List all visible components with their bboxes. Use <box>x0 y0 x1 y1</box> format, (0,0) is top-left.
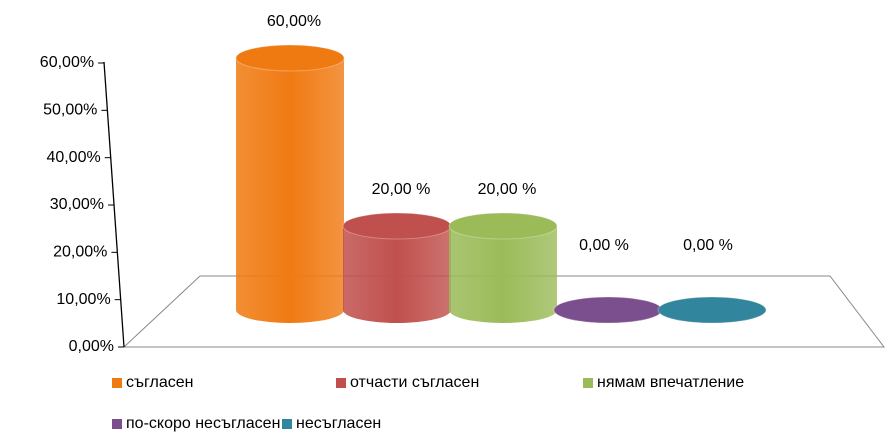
bar-top <box>342 212 452 240</box>
legend-label: несъгласен <box>296 415 381 432</box>
bar <box>342 212 452 323</box>
floor <box>122 275 885 348</box>
value-label: 20,00 % <box>372 181 431 198</box>
legend-label: отчасти съгласен <box>350 374 479 391</box>
legend-label: съгласен <box>126 374 193 391</box>
legend-swatch <box>282 419 292 429</box>
value-label: 0,00 % <box>683 237 733 254</box>
bar-side <box>236 58 344 323</box>
legend-swatch <box>583 378 593 388</box>
value-label: 60,00% <box>267 13 321 30</box>
y-tick-label: 10,00% <box>56 291 110 308</box>
bar-top <box>448 212 558 240</box>
bar <box>235 44 345 323</box>
legend-swatch <box>112 419 122 429</box>
bar <box>448 212 558 323</box>
bar-side <box>343 226 451 323</box>
y-tick-label: 30,00% <box>50 196 104 213</box>
y-tick-label: 40,00% <box>46 149 100 166</box>
legend-label: нямам впечатление <box>597 374 744 391</box>
legend-label: по-скоро несъгласен <box>126 415 280 432</box>
legend-swatch <box>112 378 122 388</box>
bar <box>553 296 663 324</box>
bar-top <box>553 296 663 324</box>
value-label: 20,00 % <box>478 181 537 198</box>
y-tick-label: 60,00% <box>40 54 94 71</box>
y-tick-label: 50,00% <box>43 102 97 119</box>
y-tick-label: 20,00% <box>53 244 107 261</box>
bar-top <box>235 44 345 72</box>
bar-side <box>449 226 557 323</box>
value-label: 0,00 % <box>579 237 629 254</box>
bar <box>657 296 767 324</box>
y-tick-label: 0,00% <box>69 338 114 355</box>
bar-top <box>657 296 767 324</box>
legend-swatch <box>336 378 346 388</box>
